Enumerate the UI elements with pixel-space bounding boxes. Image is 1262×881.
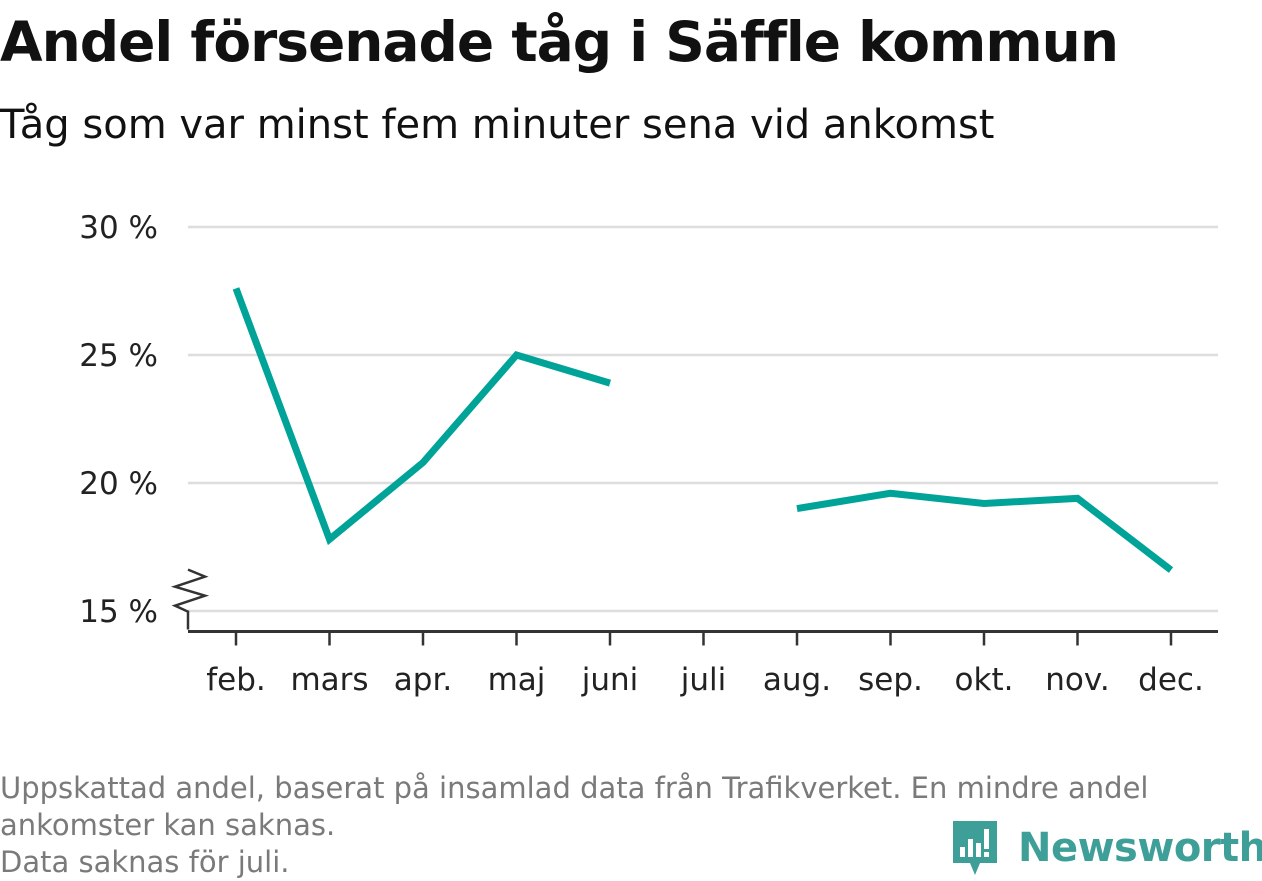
newsworthy-logo: Newsworthy — [950, 818, 1262, 878]
series-line-segment — [236, 288, 610, 539]
x-tick-label: feb. — [206, 662, 266, 698]
x-tick-label: juli — [680, 662, 727, 698]
logo-text: Newsworthy — [1018, 825, 1262, 871]
series-line-segment — [797, 493, 1171, 570]
x-tick-label: sep. — [858, 662, 923, 698]
y-tick-label: 20 % — [79, 466, 158, 502]
x-tick-label: apr. — [394, 662, 452, 698]
newsworthy-bar-chart-icon — [950, 819, 1000, 877]
y-tick-label: 15 % — [79, 594, 158, 630]
x-tick-label: nov. — [1045, 662, 1109, 698]
series-lines — [236, 288, 1171, 570]
x-tick-label: aug. — [763, 662, 831, 698]
gridlines — [188, 227, 1218, 611]
x-tick-label: dec. — [1138, 662, 1204, 698]
y-axis-ticks: 15 % 20 % 25 % 30 % — [79, 210, 158, 630]
y-axis-break-icon — [175, 570, 205, 630]
x-tick-label: juni — [581, 662, 639, 698]
x-tick-label: maj — [488, 662, 546, 698]
y-tick-label: 30 % — [79, 210, 158, 246]
footnote-line: Uppskattad andel, baserat på insamlad da… — [0, 770, 1250, 807]
y-tick-label: 25 % — [79, 338, 158, 374]
x-axis — [175, 570, 1218, 632]
x-tick-label: mars — [290, 662, 368, 698]
x-tick-label: okt. — [955, 662, 1014, 698]
